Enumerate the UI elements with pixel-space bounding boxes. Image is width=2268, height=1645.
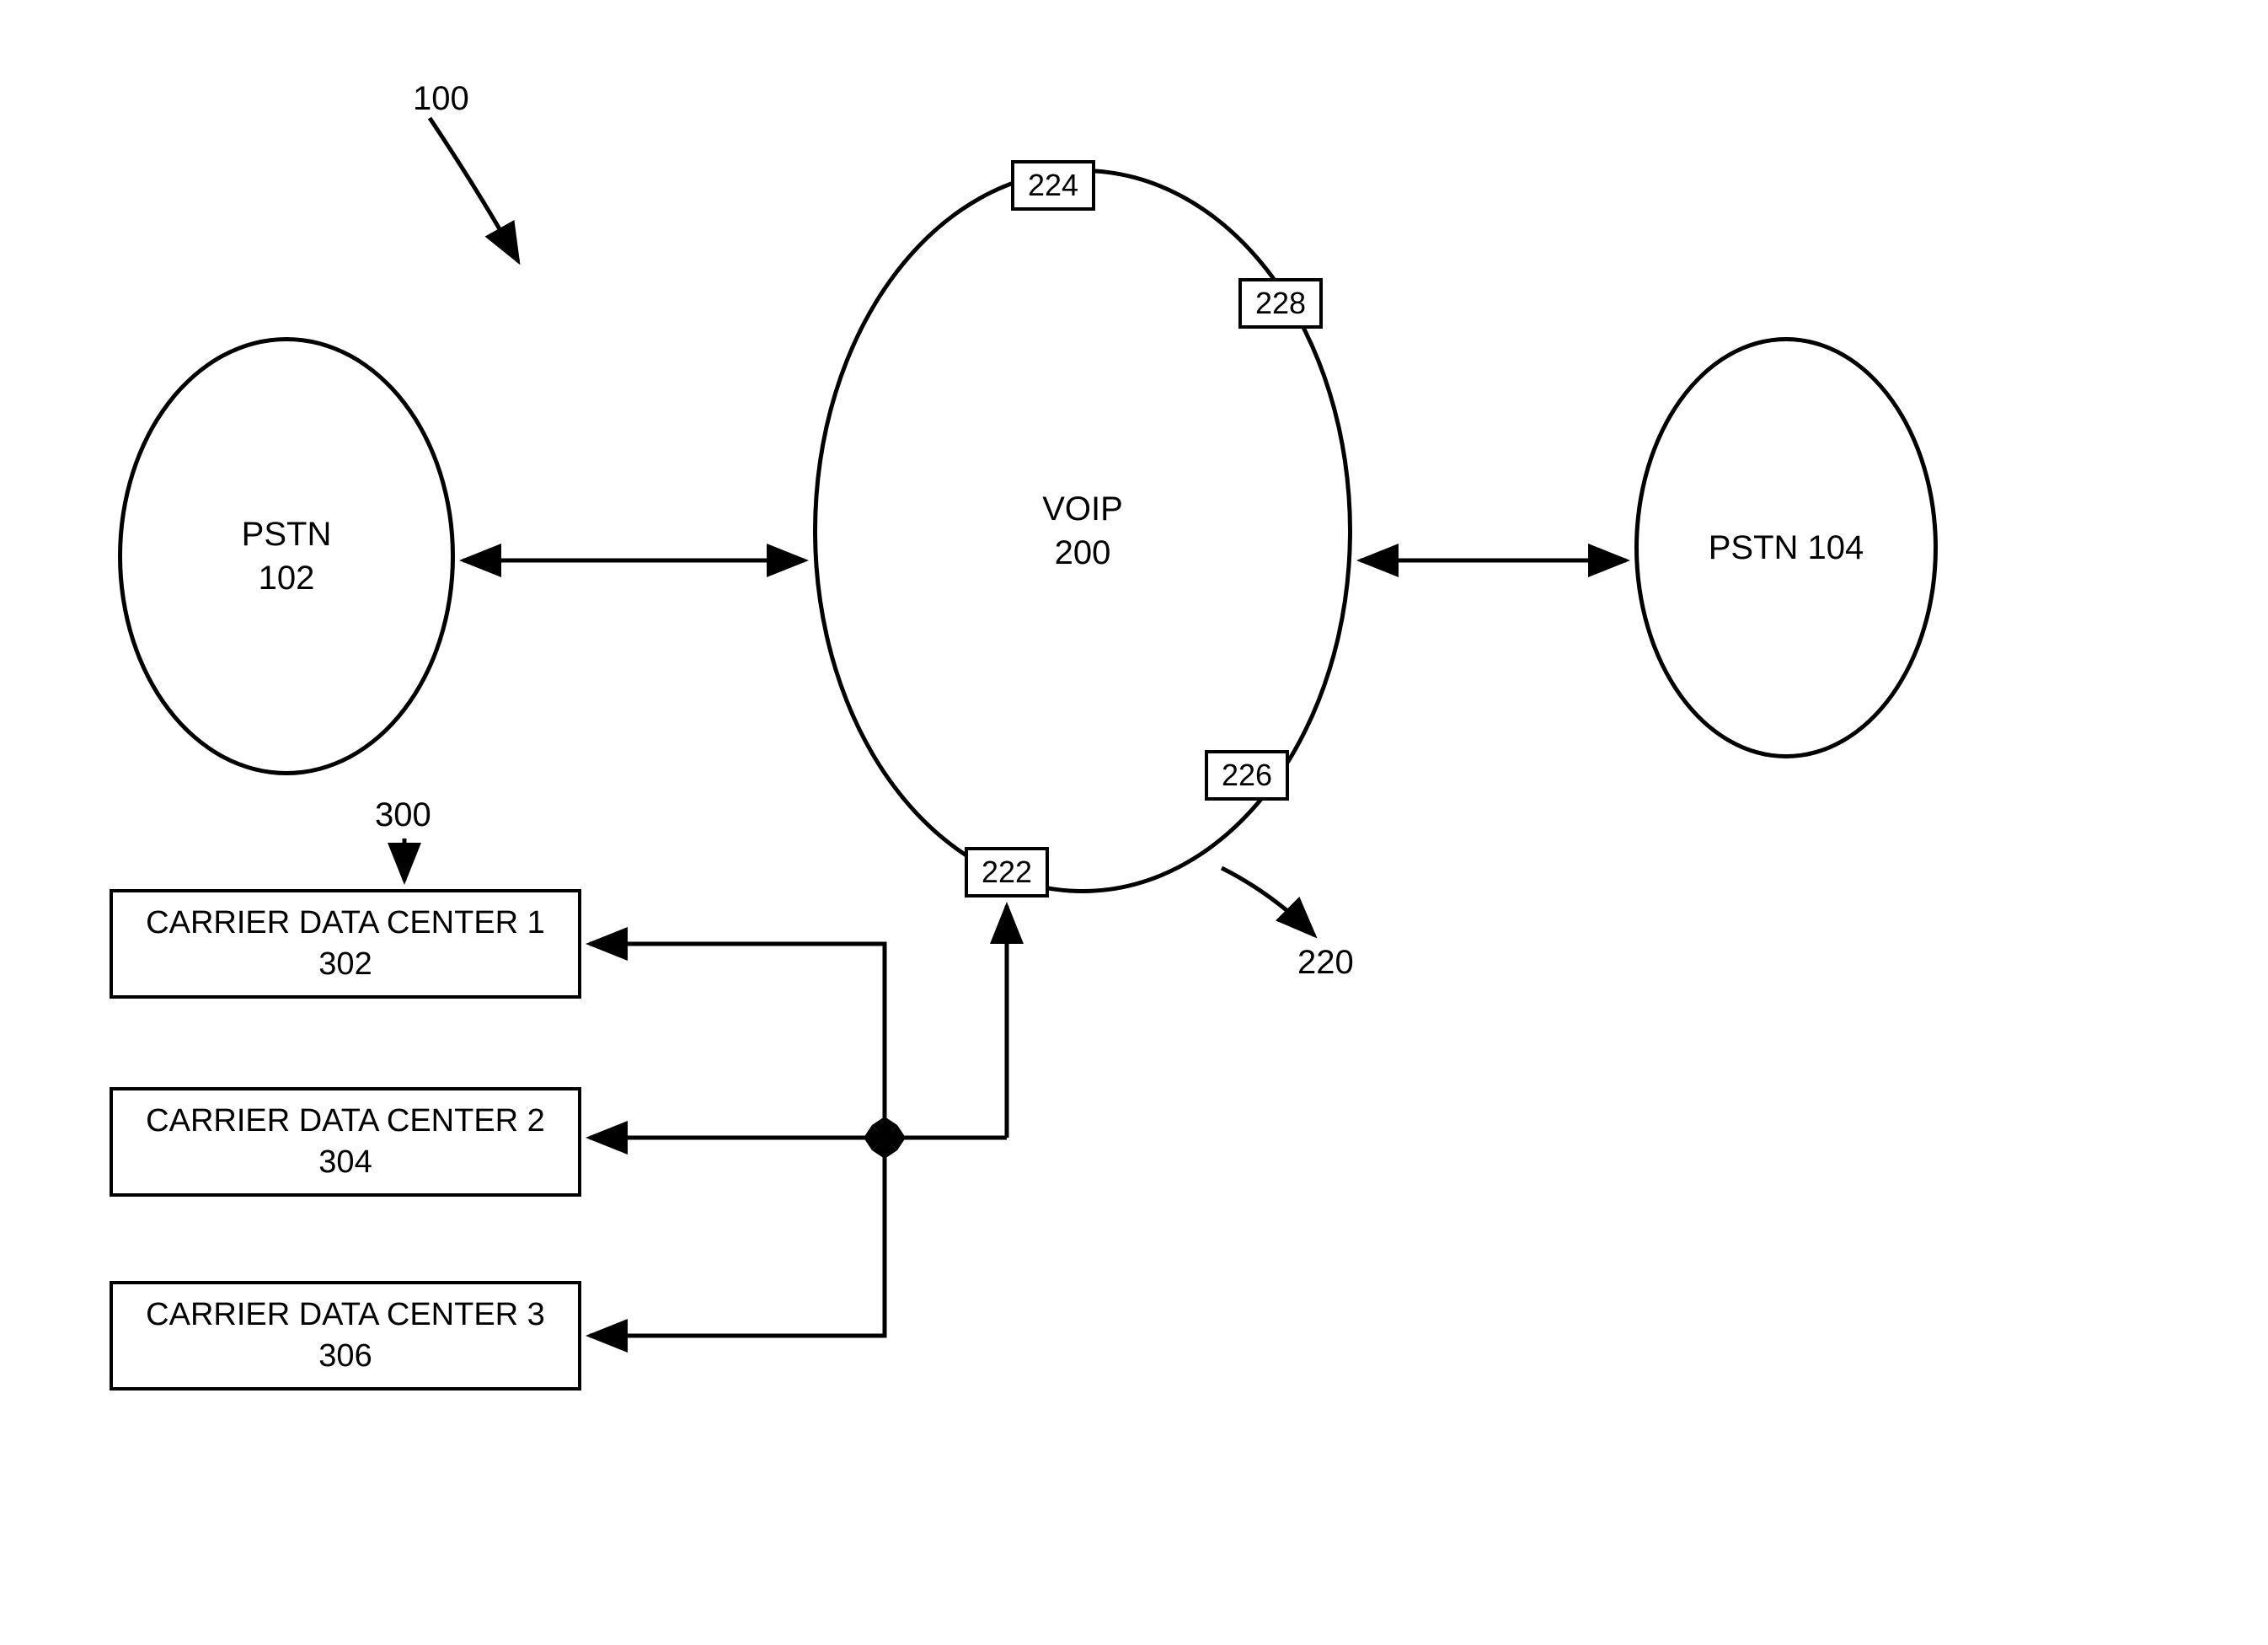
gw-224-label: 224 [1028,168,1078,203]
gateway-224: 224 [1011,160,1095,211]
network-diagram: PSTN 102 VOIP 200 PSTN 104 224 228 226 2… [0,0,2268,1645]
junction-to-dc3 [590,1138,885,1336]
junction-to-dc1 [590,944,885,1138]
gateway-226: 226 [1205,750,1289,801]
gw-226-label: 226 [1222,758,1272,793]
gateway-228: 228 [1238,278,1323,329]
gateway-222: 222 [965,847,1049,898]
curve-220-arrow [1222,868,1314,935]
curve-100-arrow [430,118,518,261]
gw-228-label: 228 [1255,286,1306,321]
connectors-svg [0,0,2268,1645]
junction-dot [875,1128,895,1148]
gw-222-label: 222 [982,855,1032,890]
